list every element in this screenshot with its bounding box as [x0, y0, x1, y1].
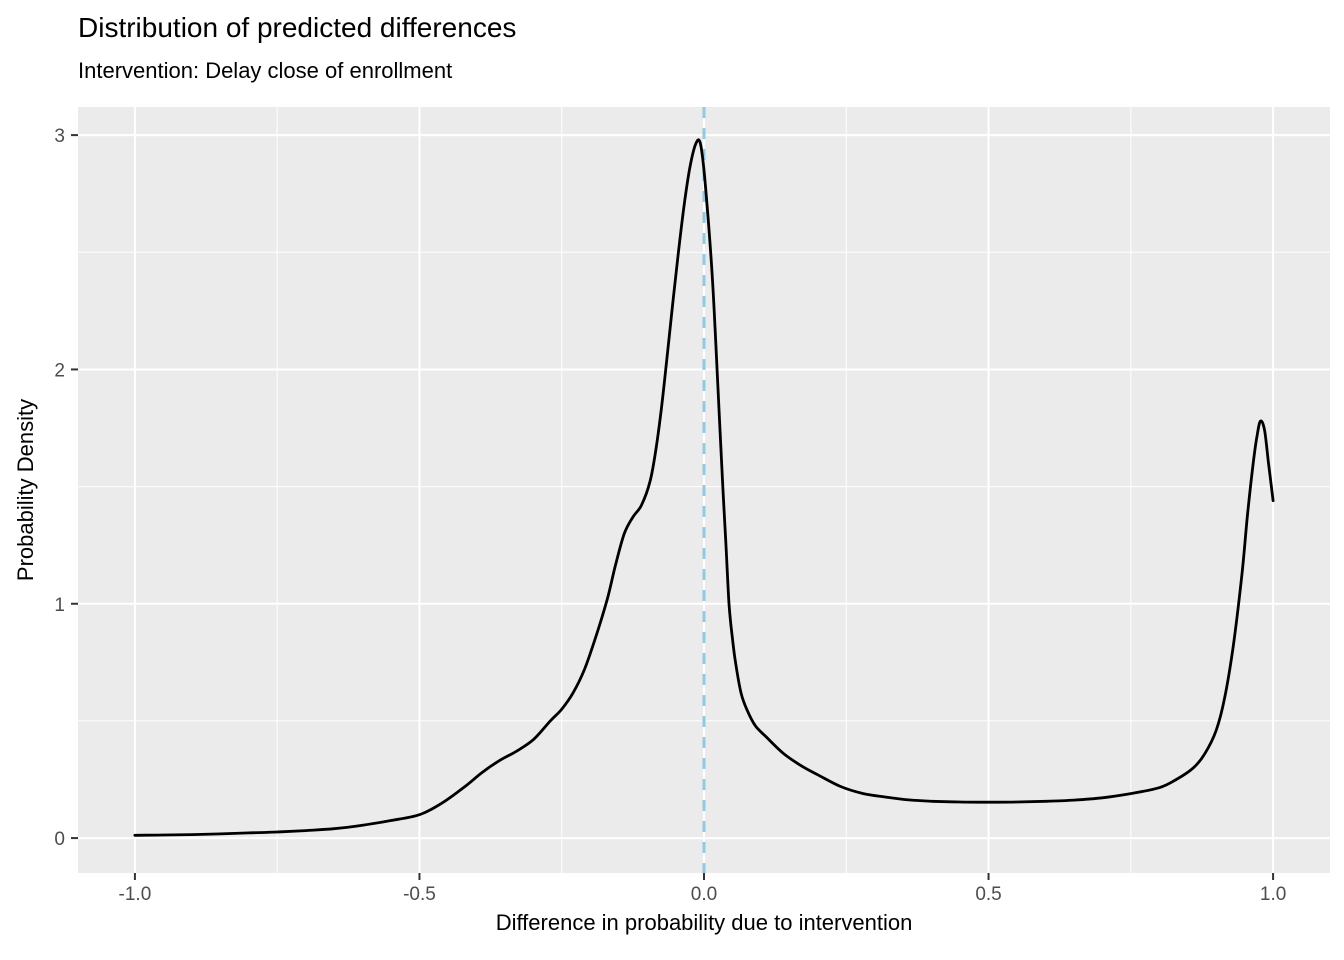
- x-tick-label: -0.5: [403, 884, 436, 905]
- density-curve: [133, 138, 1275, 837]
- x-tick-label: 0.0: [691, 884, 717, 905]
- y-tick-label: 0: [54, 829, 65, 850]
- y-axis-title: Probability Density: [13, 398, 38, 582]
- x-tick-label: 0.5: [975, 884, 1001, 905]
- y-tick-label: 3: [54, 126, 65, 147]
- x-tick-label: -1.0: [119, 884, 152, 905]
- x-tick-label: 1.0: [1260, 884, 1286, 905]
- y-tick-label: 1: [54, 595, 65, 616]
- y-tick-label: 2: [54, 360, 65, 381]
- chart-subtitle: Intervention: Delay close of enrollment: [78, 58, 453, 83]
- chart-title: Distribution of predicted differences: [78, 12, 517, 43]
- x-axis-title: Difference in probability due to interve…: [495, 910, 913, 935]
